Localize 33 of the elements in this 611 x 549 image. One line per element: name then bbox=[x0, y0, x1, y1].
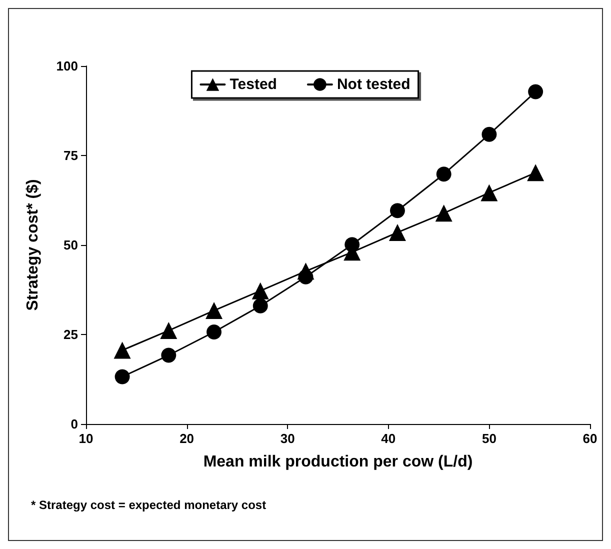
point bbox=[480, 184, 498, 202]
point bbox=[528, 84, 544, 100]
text: * Strategy cost = expected monetary cost bbox=[31, 498, 266, 512]
y-tick-label: 100 bbox=[56, 58, 78, 74]
point bbox=[114, 369, 130, 384]
x-axis-title: Mean milk production per cow (L/d) bbox=[203, 454, 473, 470]
point bbox=[388, 224, 406, 241]
point bbox=[252, 298, 268, 314]
legend-label: Tested bbox=[230, 76, 277, 93]
point bbox=[435, 204, 452, 222]
x-tick-label: 30 bbox=[280, 431, 295, 446]
x-tick-label: 10 bbox=[78, 431, 94, 446]
point bbox=[527, 164, 544, 182]
point bbox=[206, 324, 222, 340]
point bbox=[482, 126, 497, 142]
point bbox=[161, 348, 176, 363]
point bbox=[114, 342, 131, 359]
y-axis-title: Strategy cost* ($) bbox=[24, 179, 42, 311]
x-tick-label: 40 bbox=[381, 431, 396, 446]
point bbox=[436, 166, 452, 182]
x-tick-label: 60 bbox=[582, 431, 598, 446]
point bbox=[206, 302, 223, 320]
y-tick-label: 50 bbox=[64, 238, 78, 252]
x-tick-label: 50 bbox=[482, 431, 496, 446]
y-tick-label: 75 bbox=[64, 148, 78, 163]
y-tick-label: 0 bbox=[70, 416, 78, 432]
y-tick-label: 25 bbox=[64, 327, 78, 342]
x-tick-label: 20 bbox=[180, 431, 194, 446]
point bbox=[297, 262, 314, 280]
point bbox=[160, 322, 178, 340]
point bbox=[390, 203, 405, 218]
legend-label: Not tested bbox=[336, 76, 410, 93]
point bbox=[252, 282, 269, 300]
